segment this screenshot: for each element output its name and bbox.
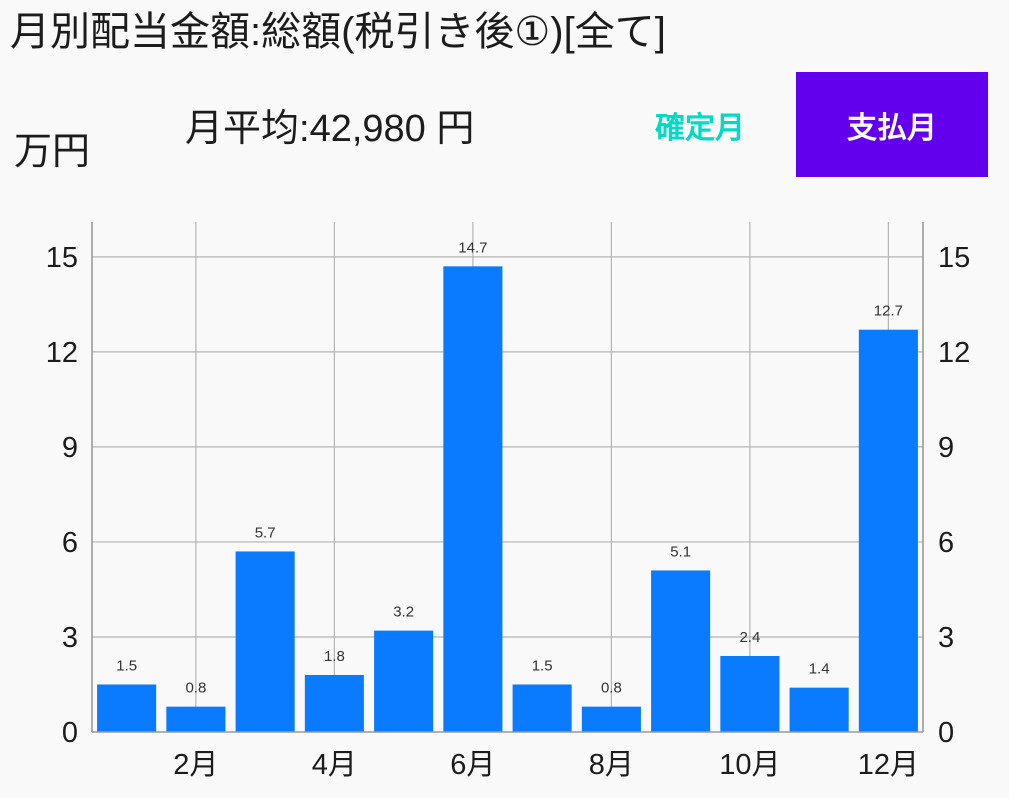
page-title: 月別配当金額:総額(税引き後①)[全て] — [10, 10, 666, 54]
x-tick-label: 6月 — [450, 749, 495, 781]
x-tick-label: 8月 — [589, 749, 634, 781]
data-label-month-1: 1.5 — [116, 657, 137, 674]
y-tick-label-left: 9 — [62, 432, 78, 464]
monthly-dividend-bar-chart: 1.5 0.8 5.7 1.8 3.2 14.7 1.5 0.8 5.1 2.4 1.4 12.7 0… — [46, 222, 970, 781]
x-tick-label: 2月 — [173, 749, 218, 781]
monthly-average-unit: 円 — [436, 108, 475, 150]
bar-month-1 — [97, 684, 157, 732]
y-tick-label-right: 15 — [938, 242, 970, 274]
data-label-month-7: 1.5 — [532, 657, 553, 674]
chart-data-labels: 1.5 0.8 5.7 1.8 3.2 14.7 1.5 0.8 5.1 2.4 1.4 12.7 — [116, 239, 903, 696]
bar-month-6 — [443, 266, 503, 732]
y-tick-label-right: 0 — [938, 717, 954, 749]
y-tick-label-right: 3 — [938, 622, 954, 654]
payment-month-toggle[interactable]: 支払月 — [796, 72, 988, 177]
data-label-month-10: 2.4 — [739, 629, 760, 646]
y-tick-label-left: 3 — [62, 622, 78, 654]
data-label-month-5: 3.2 — [393, 604, 414, 621]
data-label-month-8: 0.8 — [601, 680, 622, 697]
bar-month-3 — [235, 551, 295, 732]
y-tick-label-right: 6 — [938, 527, 954, 559]
x-tick-label: 12月 — [858, 749, 919, 781]
monthly-average: 月平均:42,980 円 — [185, 108, 474, 150]
data-label-month-11: 1.4 — [809, 661, 830, 678]
bar-month-2 — [166, 706, 226, 732]
confirmed-month-toggle[interactable]: 確定月 — [604, 72, 796, 177]
right-y-axis-ticks: 0 3 6 9 12 15 — [938, 242, 970, 749]
monthly-average-value: 42,980 — [309, 108, 426, 150]
data-label-month-2: 0.8 — [185, 680, 206, 697]
y-tick-label-left: 12 — [46, 337, 78, 369]
bar-month-5 — [374, 630, 434, 732]
y-tick-label-left: 15 — [46, 242, 78, 274]
bar-month-4 — [304, 674, 364, 732]
bar-month-8 — [581, 706, 641, 732]
bar-month-11 — [789, 687, 849, 732]
data-label-month-6: 14.7 — [458, 239, 487, 256]
data-label-month-3: 5.7 — [255, 524, 276, 541]
y-tick-label-left: 6 — [62, 527, 78, 559]
chart-bars — [97, 266, 918, 732]
bar-month-10 — [720, 655, 780, 732]
x-tick-label: 10月 — [719, 749, 780, 781]
y-tick-label-right: 9 — [938, 432, 954, 464]
bar-month-9 — [651, 570, 711, 732]
x-axis-ticks: 2月 4月 6月 8月 10月 12月 — [173, 749, 919, 781]
chart-grid — [92, 222, 923, 732]
x-tick-label: 4月 — [312, 749, 357, 781]
y-tick-label-left: 0 — [62, 717, 78, 749]
monthly-average-label: 月平均: — [185, 108, 310, 150]
chart-axes — [91, 222, 924, 733]
y-axis-unit-label: 万円 — [14, 131, 91, 173]
bar-month-12 — [858, 329, 918, 732]
y-tick-label-right: 12 — [938, 337, 970, 369]
data-label-month-9: 5.1 — [670, 543, 691, 560]
bar-month-7 — [512, 684, 572, 732]
data-label-month-12: 12.7 — [874, 303, 903, 320]
data-label-month-4: 1.8 — [324, 648, 345, 665]
left-y-axis-ticks: 0 3 6 9 12 15 — [46, 242, 78, 749]
